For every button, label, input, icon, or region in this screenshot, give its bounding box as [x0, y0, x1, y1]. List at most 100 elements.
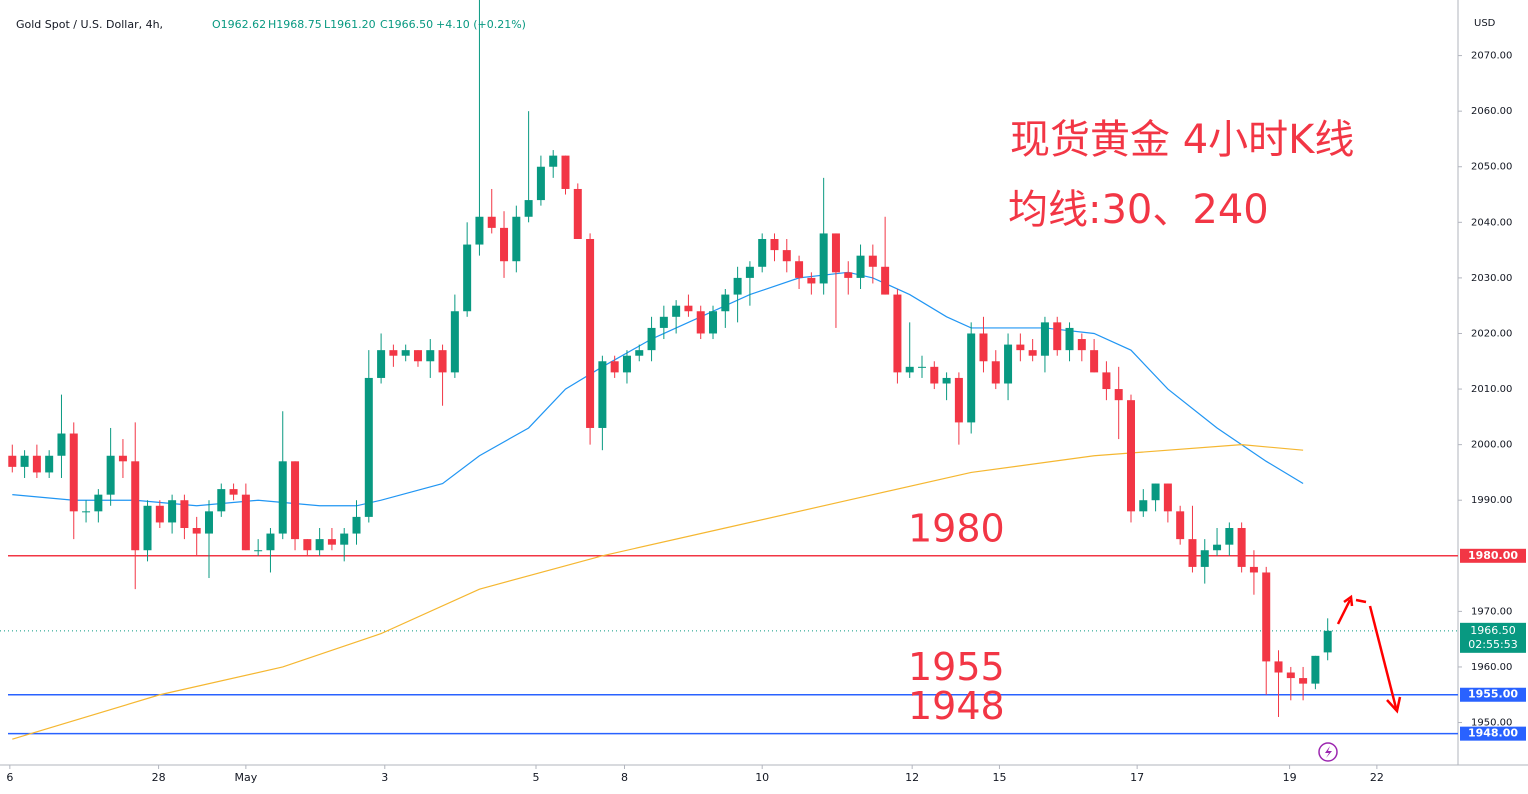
event-icon[interactable] — [1318, 742, 1338, 762]
y-tick-label: 2060.00 — [1471, 106, 1512, 117]
candle-body — [586, 238, 595, 428]
candle-body — [426, 350, 435, 362]
candle-body — [979, 333, 988, 362]
candle-body — [1090, 350, 1099, 373]
candle-body — [241, 494, 250, 551]
candle-body — [831, 233, 840, 273]
candle-body — [856, 255, 865, 278]
candle-body — [1102, 372, 1111, 390]
level-annotation: 1948 — [908, 684, 1005, 728]
x-tick-label: 12 — [905, 771, 919, 784]
candle-body — [954, 377, 963, 423]
candle-body — [303, 539, 312, 551]
ohlc-value: L1961.20 — [324, 18, 376, 31]
candle-body — [180, 500, 189, 529]
candle-body — [549, 155, 558, 167]
candle-body — [1286, 672, 1295, 679]
candle-body — [1225, 528, 1234, 545]
candle-body — [1237, 528, 1246, 567]
candle-body — [155, 505, 164, 523]
candle-body — [1299, 678, 1308, 684]
y-tick-label: 2070.00 — [1471, 51, 1512, 62]
candle-body — [1016, 344, 1025, 351]
y-tick-label: 2050.00 — [1471, 162, 1512, 173]
candle-body — [807, 277, 816, 284]
y-tick-label: 2030.00 — [1471, 273, 1512, 284]
candle-body — [352, 516, 361, 534]
candle-body — [721, 294, 730, 312]
candle-body — [745, 266, 754, 278]
candle-body — [942, 377, 951, 384]
level-label: 1980.00 — [1468, 549, 1518, 562]
candle-body — [401, 350, 410, 356]
candle-body — [291, 461, 300, 540]
candle-body — [709, 311, 718, 334]
candle-body — [32, 455, 41, 473]
candle-body — [500, 227, 509, 262]
candle-body — [315, 539, 324, 551]
arrow-down — [1368, 605, 1398, 709]
candle-body — [168, 500, 177, 523]
last-price-label: 1966.50 — [1470, 624, 1516, 637]
candle-body — [192, 528, 201, 534]
candle-body — [340, 533, 349, 545]
arrow-top — [1355, 598, 1367, 604]
candle-body — [438, 350, 447, 373]
candle-body — [1151, 483, 1160, 501]
candle-body — [881, 266, 890, 295]
level-tag — [1460, 687, 1526, 702]
candle-body — [1200, 550, 1209, 567]
candle-body — [69, 433, 78, 512]
candle-body — [487, 216, 496, 228]
candle-body — [1114, 389, 1123, 401]
candle-body — [1323, 630, 1332, 653]
candle-body — [1028, 350, 1037, 356]
candle-body — [266, 533, 275, 551]
annotation: 均线:30、240 — [1008, 187, 1269, 233]
y-tick-label: 1960.00 — [1471, 662, 1512, 673]
candle-body — [463, 244, 472, 312]
candle-body — [610, 361, 619, 373]
candle-body — [475, 216, 484, 245]
candle-body — [635, 350, 644, 356]
candle-body — [20, 455, 29, 467]
x-tick-label: May — [234, 771, 257, 784]
arrow-head — [1386, 696, 1402, 714]
y-tick-label: 1990.00 — [1471, 495, 1512, 506]
forecast-arrows — [1336, 594, 1402, 714]
symbol-title: Gold Spot / U.S. Dollar, 4h, — [16, 18, 163, 31]
x-tick-label: 19 — [1283, 771, 1297, 784]
candle-body — [1213, 544, 1222, 551]
ohlc-legend: O1962.62 H1968.75 L1961.20 C1966.50 +4.10 (+… — [212, 18, 526, 31]
candle-body — [622, 355, 631, 373]
candle-body — [1077, 339, 1086, 351]
level-label: 1955.00 — [1468, 688, 1518, 701]
candle-body — [450, 311, 459, 373]
candle-body — [930, 366, 939, 384]
x-tick-label: 8 — [621, 771, 628, 784]
candle-body — [45, 455, 54, 473]
candle-body — [143, 505, 152, 551]
candle-body — [770, 238, 779, 251]
level-tag — [1460, 726, 1526, 741]
candle-body — [57, 433, 66, 456]
candle-body — [1126, 400, 1135, 512]
candle-body — [413, 350, 422, 362]
level-label: 1948.00 — [1468, 727, 1518, 740]
candle-body — [327, 539, 336, 545]
x-tick-label: 6 — [6, 771, 13, 784]
candle-body — [536, 166, 545, 201]
candle-body — [696, 311, 705, 334]
candle-body — [8, 455, 17, 467]
candle-body — [758, 238, 767, 267]
ohlc-value: H1968.75 — [268, 18, 322, 31]
candle-body — [844, 272, 853, 278]
level-annotation: 1980 — [908, 506, 1005, 550]
level-tag — [1460, 548, 1526, 563]
y-tick-label: 2040.00 — [1471, 217, 1512, 228]
x-tick-label: 22 — [1370, 771, 1384, 784]
candle-body — [1274, 661, 1283, 673]
candle-body — [967, 333, 976, 423]
